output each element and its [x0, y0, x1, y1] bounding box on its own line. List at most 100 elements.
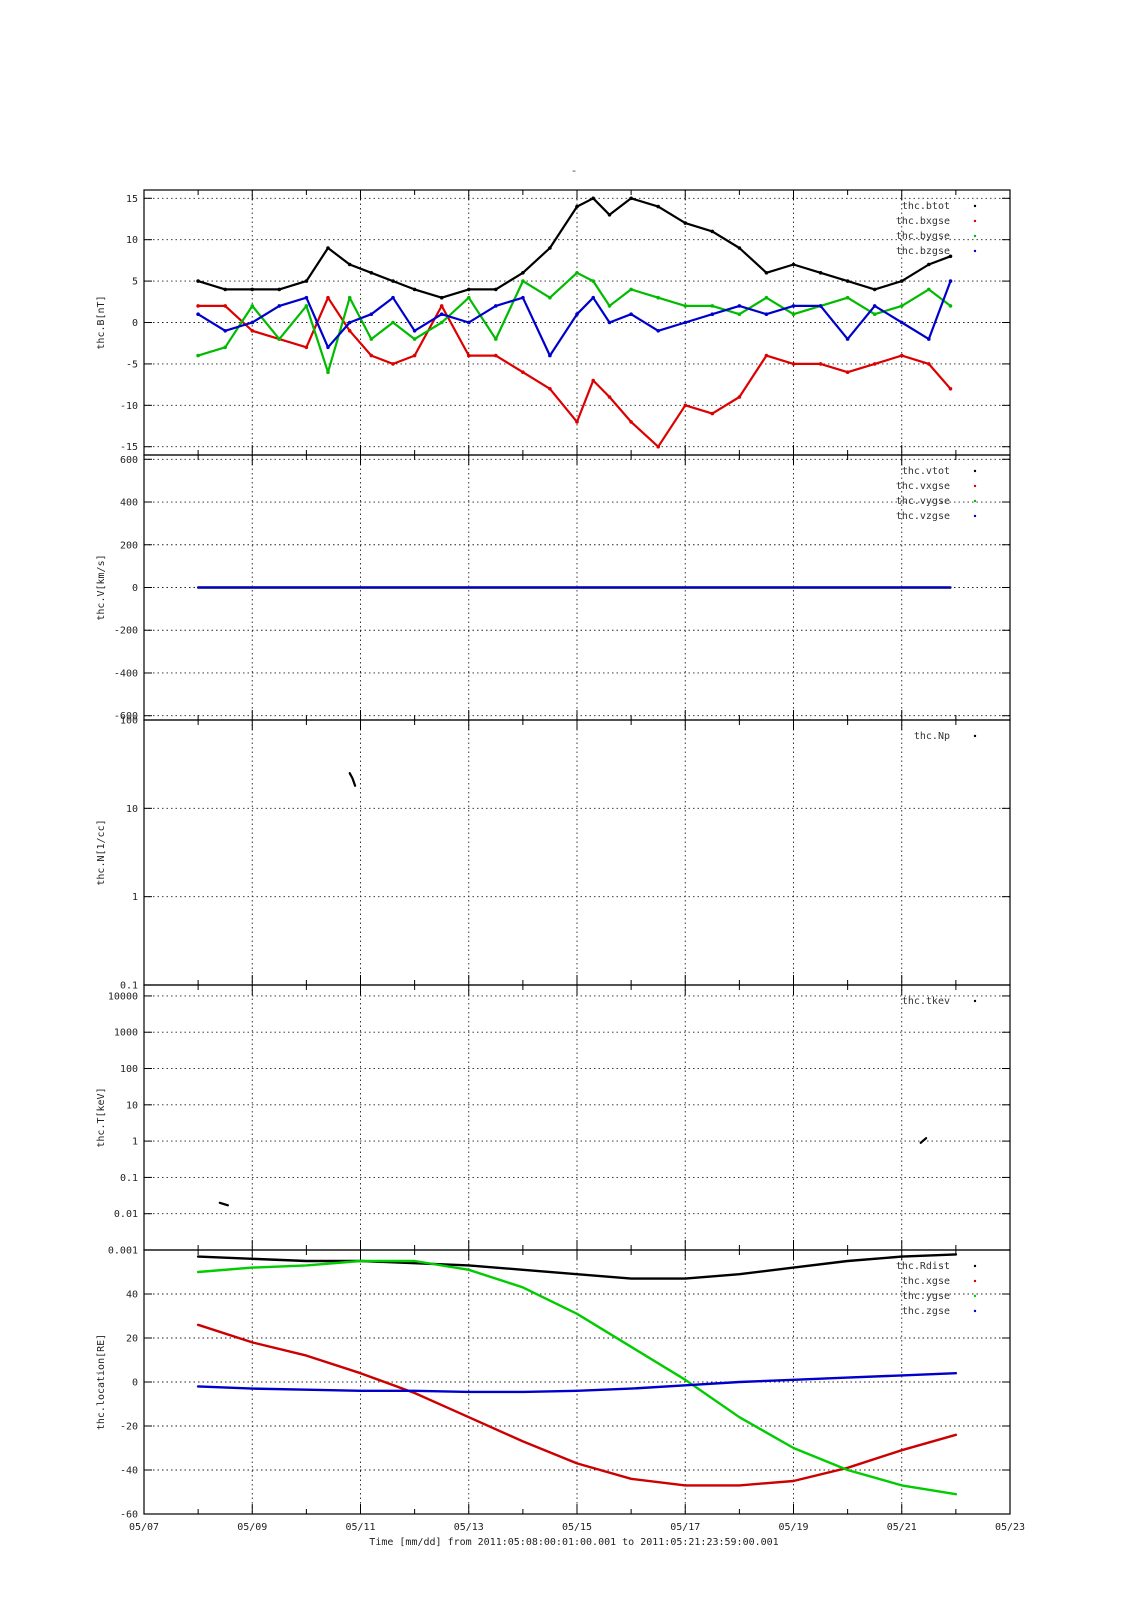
- data-point: [467, 287, 471, 292]
- data-point: [412, 337, 417, 341]
- y-tick-label: 200: [120, 540, 138, 551]
- data-point: [683, 221, 688, 225]
- data-point: [494, 287, 498, 292]
- plot-frame: [143, 1249, 1011, 1515]
- series-line-thc-Rdist: [196, 1253, 958, 1280]
- data-point: [548, 353, 552, 358]
- data-point: [548, 246, 552, 250]
- data-point: [683, 320, 688, 325]
- data-point: [439, 304, 444, 308]
- data-point: [494, 304, 498, 308]
- y-axis-label: thc.T[keV]: [96, 1087, 107, 1147]
- page-title: -: [571, 164, 578, 177]
- x-tick-label: 05/21: [887, 1522, 917, 1533]
- legend-marker: [973, 1294, 977, 1298]
- data-point: [656, 295, 660, 300]
- data-point: [326, 295, 330, 300]
- data-point: [845, 337, 850, 341]
- x-tick-label: 05/09: [237, 1522, 267, 1533]
- data-point: [347, 295, 352, 300]
- data-point: [591, 378, 595, 383]
- data-point: [223, 345, 227, 350]
- data-point: [737, 312, 742, 317]
- y-tick-label: 100: [120, 1064, 138, 1075]
- data-point: [250, 320, 255, 325]
- data-point: [845, 295, 850, 300]
- y-axis-label: thc.B[nT]: [96, 295, 107, 349]
- x-tick-label: 05/23: [995, 1522, 1025, 1533]
- series-group: [196, 1253, 958, 1496]
- data-point: [575, 204, 579, 209]
- data-point: [591, 196, 595, 201]
- data-point: [575, 312, 579, 317]
- series-group: [218, 1137, 928, 1207]
- data-point: [575, 271, 579, 275]
- y-tick-label: 0: [132, 1378, 138, 1389]
- legend-marker: [973, 234, 977, 238]
- legend-label: thc.Rdist: [896, 1261, 950, 1272]
- data-point: [223, 304, 227, 308]
- x-tick-label: 05/19: [778, 1522, 808, 1533]
- series-line-thc-tkev: [218, 1201, 229, 1207]
- data-point: [250, 287, 255, 292]
- y-tick-label: 100: [120, 716, 138, 727]
- data-point: [791, 262, 796, 267]
- data-point: [304, 304, 309, 308]
- y-tick-label: -200: [114, 626, 138, 637]
- legend-label: thc.vzgse: [896, 511, 950, 522]
- y-tick-label: -40: [120, 1466, 138, 1477]
- data-point: [764, 353, 769, 358]
- legend-label: thc.xgse: [902, 1276, 950, 1287]
- data-point: [412, 287, 417, 292]
- panel-3: 0.1 1 10 100 thc.N[1/cc] thc.Np: [96, 716, 1011, 992]
- legend-marker: [973, 1264, 977, 1268]
- data-point: [467, 295, 471, 300]
- y-tick-label: 10: [126, 1100, 138, 1111]
- data-point: [900, 304, 904, 308]
- data-point: [277, 337, 282, 341]
- data-point: [845, 370, 850, 375]
- data-point: [683, 403, 688, 408]
- data-point: [764, 312, 769, 317]
- data-point: [927, 287, 931, 292]
- data-point: [927, 262, 931, 267]
- data-point: [710, 229, 715, 234]
- data-point: [439, 320, 444, 325]
- y-tick-label: -5: [126, 359, 138, 370]
- legend-label: thc.vygse: [896, 496, 950, 507]
- legend-marker: [973, 204, 977, 208]
- data-point: [710, 411, 715, 416]
- data-point: [818, 271, 823, 275]
- y-tick-label: -600: [114, 711, 138, 722]
- data-point: [521, 295, 525, 300]
- data-point: [900, 279, 904, 283]
- x-tick-label: 05/15: [562, 1522, 592, 1533]
- data-point: [250, 304, 255, 308]
- series-line-thc-xgse: [196, 1323, 958, 1487]
- legend-label: thc.zgse: [902, 1306, 950, 1317]
- data-point: [304, 295, 309, 300]
- data-point: [607, 320, 612, 325]
- data-point: [196, 304, 200, 308]
- y-tick-label: -10: [120, 401, 138, 412]
- data-point: [326, 370, 330, 375]
- y-tick-label: 1000: [114, 1028, 138, 1039]
- legend-label: thc.tkev: [902, 996, 950, 1007]
- data-point: [521, 279, 525, 283]
- data-point: [845, 279, 850, 283]
- data-point: [791, 362, 796, 366]
- data-point: [683, 304, 688, 308]
- data-point: [818, 362, 823, 366]
- data-point: [575, 420, 579, 424]
- data-point: [629, 196, 633, 201]
- legend-label: thc.bxgse: [896, 216, 950, 227]
- data-point: [467, 353, 471, 358]
- data-point: [656, 329, 660, 333]
- legend-label: thc.bygse: [896, 231, 950, 242]
- data-point: [347, 262, 352, 267]
- data-point: [629, 312, 633, 317]
- y-tick-label: 400: [120, 498, 138, 509]
- y-tick-label: -400: [114, 668, 138, 679]
- y-tick-label: 0.1: [120, 981, 138, 992]
